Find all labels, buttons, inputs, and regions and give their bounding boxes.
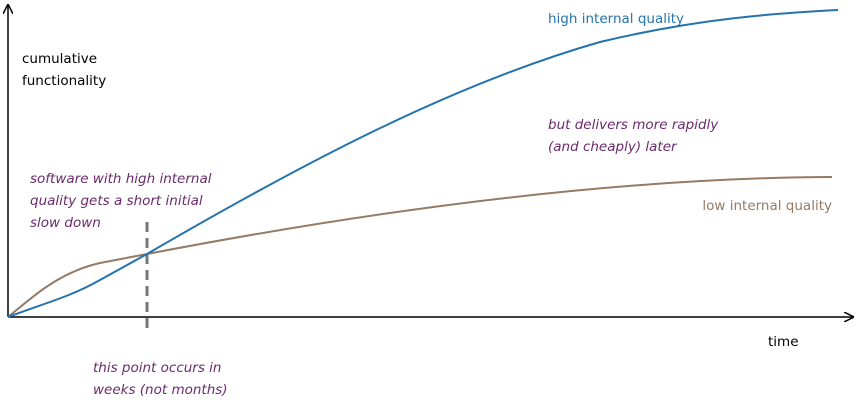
x-axis-label: time (768, 334, 799, 350)
y-axis-label: cumulative (22, 51, 97, 67)
low-curve-label: low internal quality (702, 198, 832, 214)
annotation: but delivers more rapidly (548, 117, 719, 133)
annotation: this point occurs in (93, 360, 222, 376)
y-axis-label: functionality (22, 73, 106, 89)
high-curve-label: high internal quality (548, 11, 684, 27)
annotation: software with high internal (30, 171, 212, 187)
annotation: weeks (not months) (93, 382, 228, 398)
high-quality-curve (7, 9, 839, 318)
annotation: quality gets a short initial (30, 193, 203, 209)
annotation: slow down (30, 215, 101, 231)
low-quality-curve (7, 176, 833, 318)
annotation: (and cheaply) later (548, 139, 678, 155)
